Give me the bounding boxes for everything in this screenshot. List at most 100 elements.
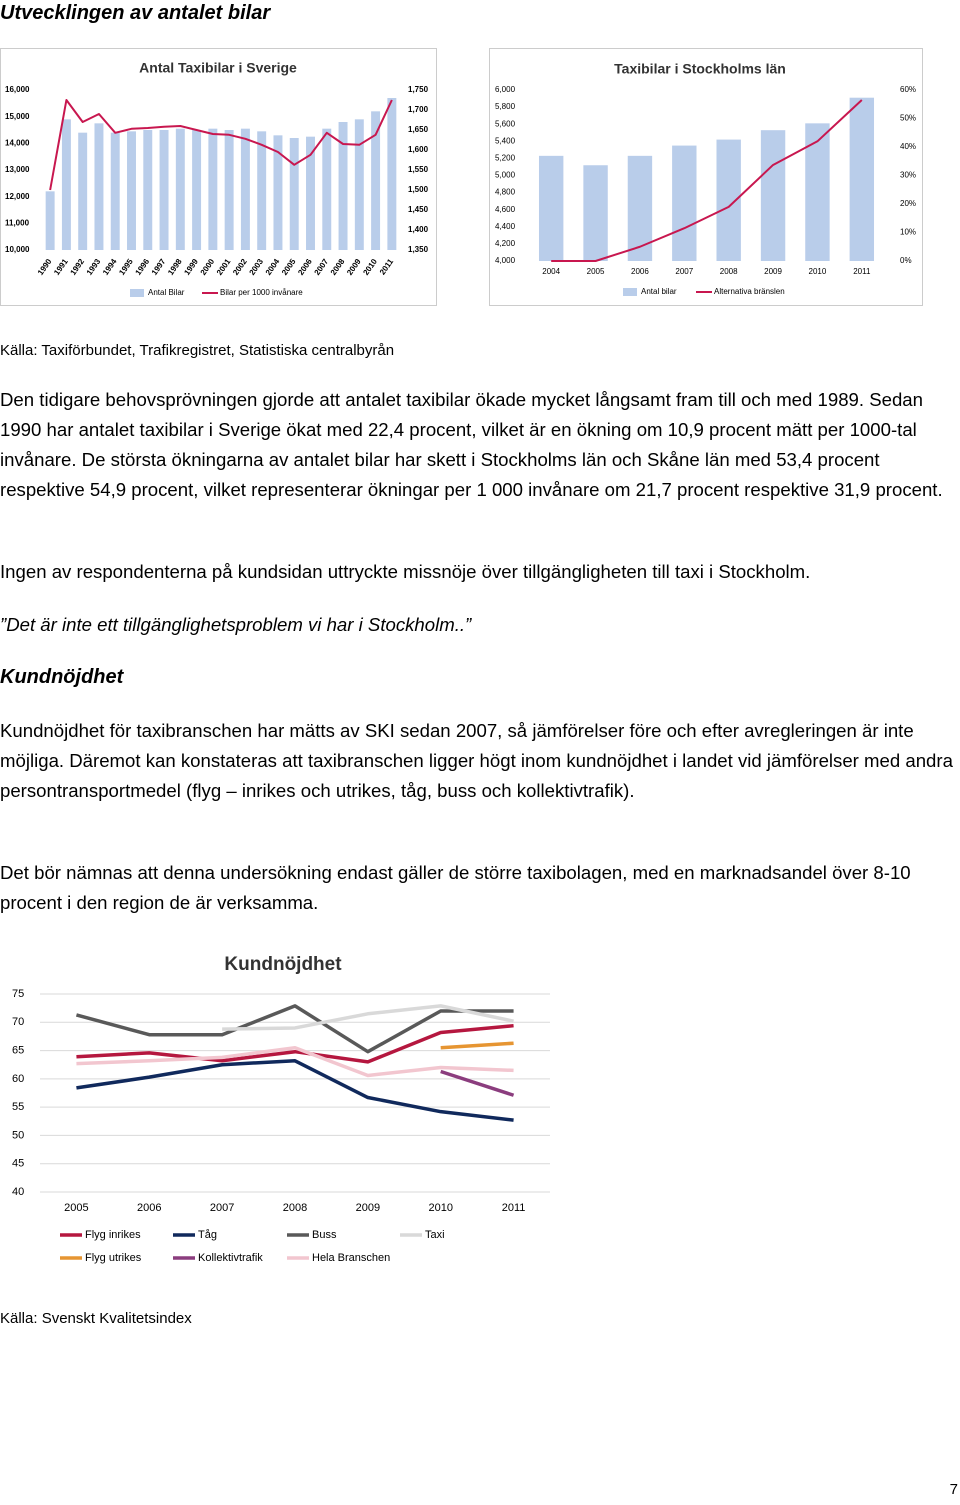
y2-tick-label: 40%	[900, 142, 916, 151]
x-tick-label: 2010	[809, 267, 827, 276]
legend-label: Flyg inrikes	[85, 1229, 141, 1241]
paragraph: Den tidigare behovsprövningen gjorde att…	[0, 389, 943, 500]
y-tick-label: 50	[12, 1129, 24, 1141]
legend-swatch	[623, 288, 637, 296]
y2-tick-label: 1,450	[408, 205, 429, 214]
bar	[257, 131, 267, 250]
bar	[672, 145, 697, 261]
bar	[127, 131, 136, 250]
source: Källa: Svenskt Kvalitetsindex	[0, 1310, 192, 1327]
bar	[273, 135, 283, 250]
bar	[371, 111, 381, 250]
page-number: 7	[949, 1481, 958, 1498]
bar	[159, 130, 169, 250]
paragraph: Ingen av respondenterna på kundsidan utt…	[0, 561, 811, 582]
y-tick-label: 15,000	[5, 112, 30, 121]
bar	[224, 130, 234, 250]
bar	[45, 191, 55, 250]
x-tick-label: 2007	[675, 267, 693, 276]
x-tick-label: 2005	[64, 1202, 88, 1214]
bar	[289, 138, 299, 250]
y-tick-label: 4,600	[495, 205, 516, 214]
x-tick-label: 2005	[587, 267, 605, 276]
bar	[110, 132, 120, 250]
y-tick-label: 4,000	[495, 256, 516, 265]
x-tick-label: 2007	[210, 1202, 234, 1214]
y2-tick-label: 30%	[900, 171, 916, 180]
y-tick-label: 65	[12, 1044, 24, 1056]
bar	[322, 128, 332, 250]
series-line	[440, 1041, 514, 1050]
y2-tick-label: 1,550	[408, 165, 429, 174]
y-tick-label: 6,000	[495, 85, 516, 94]
bar	[192, 130, 202, 250]
bar	[805, 123, 830, 261]
chart-title: Kundnöjdhet	[224, 954, 342, 975]
legend-swatch	[130, 289, 144, 297]
bar	[61, 119, 71, 250]
bar	[627, 155, 653, 261]
x-tick-label: 2008	[720, 267, 738, 276]
y-tick-label: 11,000	[5, 218, 30, 227]
quote: ”Det är inte ett tillgänglighetsproblem …	[0, 614, 472, 635]
y-tick-label: 4,200	[495, 239, 516, 248]
x-tick-label: 2008	[283, 1202, 307, 1214]
y-tick-label: 12,000	[5, 192, 30, 201]
y-tick-label: 75	[12, 988, 24, 1000]
bar	[849, 97, 875, 261]
bar	[387, 98, 397, 250]
bar	[338, 122, 348, 250]
y2-tick-label: 0%	[900, 256, 912, 265]
legend-label: Flyg utrikes	[85, 1252, 142, 1264]
y2-tick-label: 10%	[900, 228, 916, 237]
x-tick-label: 2004	[542, 267, 560, 276]
x-tick-label: 2009	[356, 1202, 380, 1214]
series-line	[49, 99, 393, 191]
bar	[538, 155, 564, 261]
bar	[143, 130, 153, 250]
y-tick-label: 10,000	[5, 245, 30, 254]
legend-label: Bilar per 1000 invånare	[220, 288, 303, 297]
y-tick-label: 5,400	[495, 136, 516, 145]
chart-title: Antal Taxibilar i Sverige	[139, 60, 297, 76]
legend-label: Taxi	[425, 1229, 445, 1241]
legend-label: Buss	[312, 1229, 337, 1241]
y-tick-label: 14,000	[5, 138, 30, 147]
chart: Antal Taxibilar i Sverige 10,000 11,000 12,…	[0, 48, 437, 306]
legend-label: Antal Bilar	[148, 288, 185, 297]
chart: Kundnöjdhet 40 45 50 55 60 65 70 75 2005 2006 2007 2…	[12, 954, 550, 1264]
y-tick-label: 70	[12, 1016, 24, 1028]
series-line	[76, 1059, 514, 1122]
series-line	[440, 1069, 515, 1097]
y2-tick-label: 1,500	[408, 185, 429, 194]
y2-tick-label: 1,700	[408, 105, 429, 114]
bar	[354, 119, 364, 250]
y2-tick-label: 60%	[900, 85, 916, 94]
bar	[716, 139, 741, 261]
legend-label: Antal bilar	[641, 287, 677, 296]
y-tick-label: 4,800	[495, 188, 516, 197]
paragraph: Kundnöjdhet för taxibranschen har mätts …	[0, 720, 953, 801]
bar	[94, 123, 104, 250]
bar	[760, 130, 786, 261]
legend-label: Tåg	[198, 1229, 217, 1241]
series-line	[551, 99, 863, 262]
bar	[583, 165, 608, 261]
y-tick-label: 5,600	[495, 119, 516, 128]
y2-tick-label: 1,750	[408, 85, 429, 94]
y2-tick-label: 50%	[900, 114, 916, 123]
y2-tick-label: 1,350	[408, 245, 429, 254]
bar	[175, 128, 185, 250]
y-tick-label: 5,800	[495, 102, 516, 111]
y-tick-label: 5,000	[495, 171, 516, 180]
series-line	[76, 1045, 514, 1078]
y-tick-label: 45	[12, 1158, 24, 1170]
heading: Utvecklingen av antalet bilar	[0, 2, 271, 24]
y2-tick-label: 1,600	[408, 145, 429, 154]
x-tick-label: 2011	[502, 1202, 526, 1214]
paragraph: Det bör nämnas att denna undersökning en…	[0, 862, 911, 913]
series-line	[222, 1004, 514, 1031]
x-tick-label: 2010	[428, 1202, 452, 1214]
y-tick-label: 5,200	[495, 154, 516, 163]
y2-tick-label: 1,400	[408, 225, 429, 234]
